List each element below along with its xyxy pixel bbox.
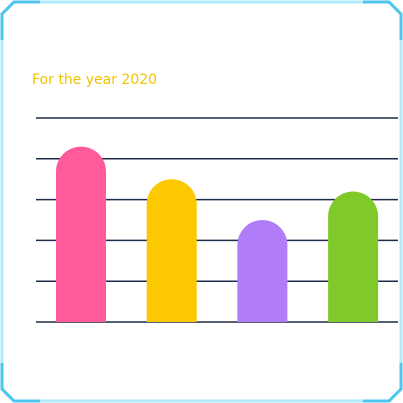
corner-accent [363,0,403,40]
corner-accent [363,363,403,403]
bars [56,146,379,322]
chart-subtitle: For the year 2020 [32,72,157,88]
corner-accent [0,0,40,40]
bar [328,191,379,322]
bar [146,179,197,322]
bar [56,146,106,322]
corner-accent [0,363,40,403]
bar [237,220,288,322]
